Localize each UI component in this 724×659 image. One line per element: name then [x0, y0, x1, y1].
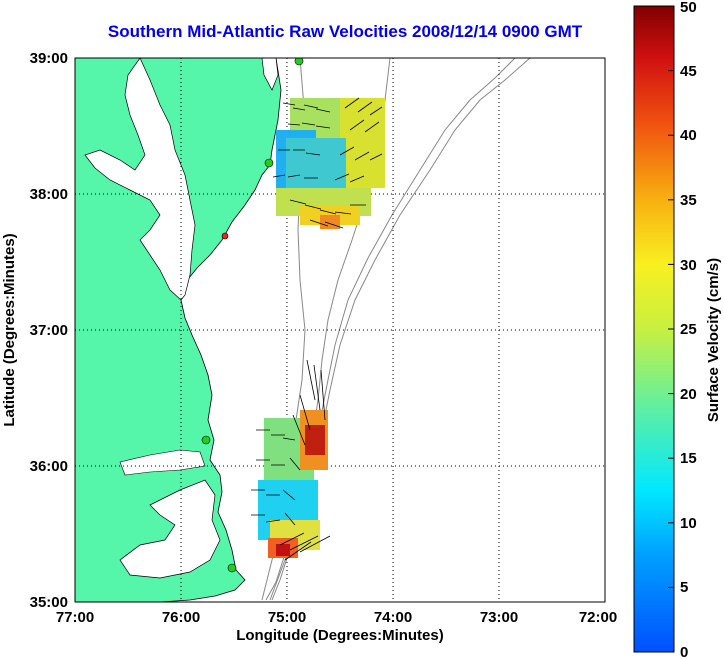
station-marker [264, 158, 274, 168]
station-marker [294, 58, 304, 66]
y-tick-label: 38:00 [30, 186, 68, 203]
x-tick-label: 72:00 [579, 609, 617, 626]
chesapeake-bay [84, 58, 196, 301]
y-tick-label: 37:00 [30, 322, 68, 339]
station-marker [221, 232, 229, 240]
x-tick-label: 77:00 [56, 609, 94, 626]
x-tick-label: 76:00 [162, 609, 200, 626]
plot-frame [74, 57, 606, 603]
x-tick-label: 73:00 [480, 609, 518, 626]
vector-field-north [272, 97, 385, 229]
x-tick-label: 74:00 [374, 609, 412, 626]
station-marker [227, 563, 237, 573]
vector-field-south [251, 359, 331, 561]
pamlico-sound [119, 479, 221, 579]
y-tick-label: 39:00 [30, 50, 68, 67]
x-tick-label: 75:00 [268, 609, 306, 626]
map-title: Southern Mid-Atlantic Raw Velocities 200… [107, 22, 583, 41]
station-marker [201, 435, 211, 445]
y-axis-label: Latitude (Degrees:Minutes) [1, 233, 18, 426]
y-tick-label: 36:00 [30, 458, 68, 475]
albemarle-sound [119, 449, 206, 476]
y-tick-label: 35:00 [30, 594, 68, 611]
x-axis-label: Longitude (Degrees:Minutes) [236, 627, 444, 644]
delaware-bay [261, 58, 279, 91]
